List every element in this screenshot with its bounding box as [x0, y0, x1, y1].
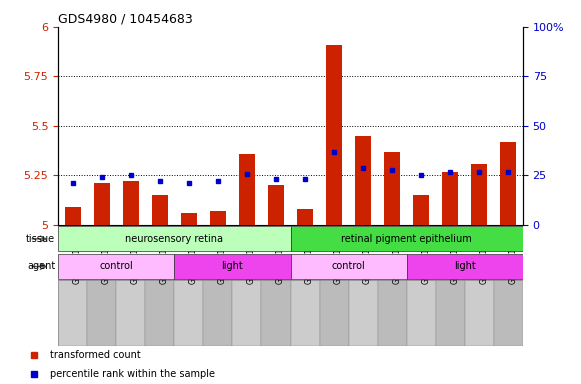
Text: tissue: tissue [26, 234, 55, 244]
Text: neurosensory retina: neurosensory retina [125, 234, 223, 244]
Bar [349, 280, 378, 346]
Bar [174, 254, 290, 279]
Bar [355, 136, 371, 225]
Text: control: control [332, 262, 365, 271]
Bar [174, 280, 203, 346]
Bar [94, 184, 110, 225]
Bar [152, 195, 168, 225]
Text: GSM928109: GSM928109 [73, 237, 81, 283]
Bar [239, 154, 255, 225]
Text: GSM928111: GSM928111 [131, 238, 139, 283]
Bar [326, 45, 342, 225]
Bar [261, 280, 290, 346]
Bar [181, 213, 197, 225]
Bar [116, 280, 145, 346]
Bar [290, 280, 320, 346]
Bar [297, 209, 313, 225]
Text: control: control [99, 262, 133, 271]
Text: GSM928120: GSM928120 [392, 238, 401, 283]
Bar [436, 280, 465, 346]
Bar [58, 280, 87, 346]
Bar [320, 280, 349, 346]
Text: GSM928121: GSM928121 [421, 238, 430, 283]
Text: GSM928112: GSM928112 [160, 238, 168, 283]
Text: transformed count: transformed count [50, 350, 141, 360]
Bar [471, 164, 487, 225]
Text: GSM928122: GSM928122 [450, 238, 459, 283]
Text: GSM928118: GSM928118 [334, 238, 343, 283]
Text: light: light [454, 262, 476, 271]
Bar [465, 280, 494, 346]
Bar [384, 152, 400, 225]
Text: GSM928123: GSM928123 [479, 238, 488, 283]
Bar [64, 207, 81, 225]
Text: agent: agent [27, 262, 55, 271]
Bar [268, 185, 284, 225]
Text: GSM928110: GSM928110 [102, 238, 110, 283]
Bar [378, 280, 407, 346]
Bar [232, 280, 261, 346]
Bar [290, 254, 407, 279]
Text: GSM928119: GSM928119 [363, 238, 372, 283]
Text: percentile rank within the sample: percentile rank within the sample [50, 369, 215, 379]
Bar [87, 280, 116, 346]
Bar [407, 254, 523, 279]
Bar [58, 227, 290, 251]
Text: GSM928114: GSM928114 [218, 238, 227, 283]
Text: GSM928117: GSM928117 [305, 238, 314, 283]
Bar [407, 280, 436, 346]
Text: GDS4980 / 10454683: GDS4980 / 10454683 [58, 13, 193, 26]
Bar [210, 211, 226, 225]
Bar [290, 227, 523, 251]
Bar [145, 280, 174, 346]
Bar [203, 280, 232, 346]
Bar [123, 181, 139, 225]
Text: GSM928124: GSM928124 [508, 238, 517, 283]
Bar [500, 142, 517, 225]
Bar [413, 195, 429, 225]
Bar [494, 280, 523, 346]
Text: light: light [221, 262, 243, 271]
Text: GSM928115: GSM928115 [247, 238, 256, 283]
Bar [442, 172, 458, 225]
Text: retinal pigment epithelium: retinal pigment epithelium [341, 234, 472, 244]
Bar [58, 254, 174, 279]
Text: GSM928113: GSM928113 [189, 238, 198, 283]
Text: GSM928116: GSM928116 [276, 238, 285, 283]
